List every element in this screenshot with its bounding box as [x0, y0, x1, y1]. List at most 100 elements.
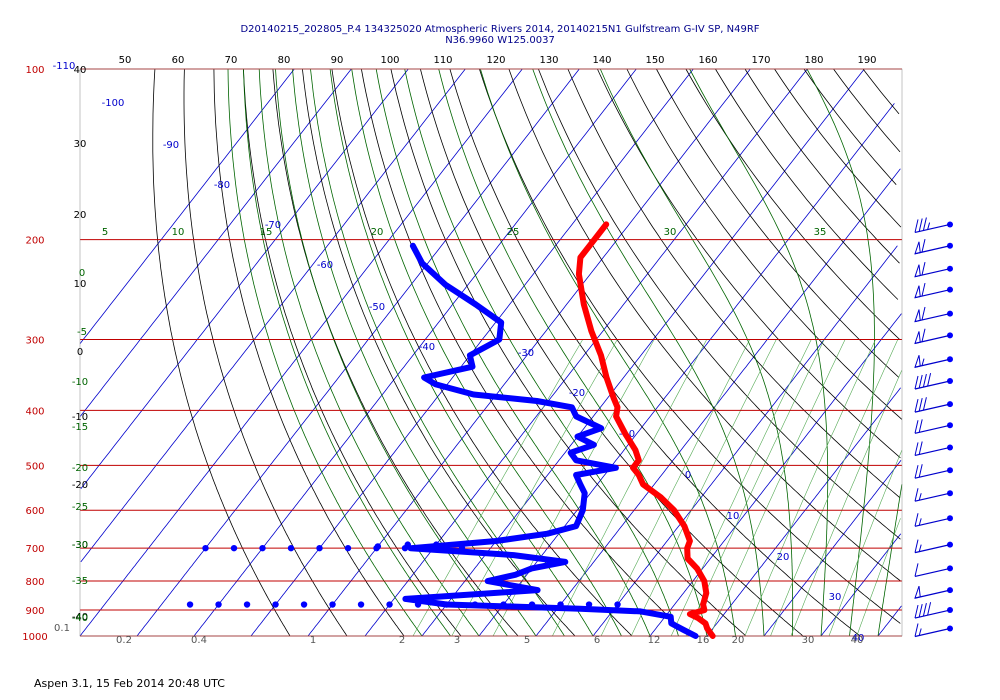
mixing-ratio-line — [670, 339, 812, 637]
wind-barb — [914, 602, 953, 619]
wind-barb — [914, 513, 953, 527]
grid-lines — [79, 68, 903, 637]
mixing-ratio-label: 2 — [399, 635, 405, 646]
wind-barb-half — [918, 544, 922, 552]
wind-barb-full — [914, 219, 919, 233]
wind-barb-staff — [914, 567, 951, 578]
wind-barb — [914, 623, 953, 638]
isotherm-line — [79, 68, 523, 637]
wind-barb-staff — [914, 446, 951, 457]
wind-barb-full — [914, 623, 919, 637]
dry-adiabat-line — [538, 68, 901, 540]
wind-barb — [914, 585, 953, 599]
wind-barb-pennant — [914, 241, 921, 255]
top-axis-label: 80 — [278, 55, 291, 66]
wind-barb-full — [922, 603, 927, 617]
dewpoint-point — [316, 544, 323, 552]
wind-barb — [914, 419, 953, 434]
mixing-ratio-label: 30 — [802, 635, 815, 646]
isotherm-line — [79, 68, 295, 344]
dewpoint-point — [374, 543, 382, 550]
dry-adiabat-line — [715, 68, 899, 300]
sounding-data — [186, 221, 716, 639]
dewpoint-point — [202, 544, 209, 552]
moist-adiabat-label: 20 — [371, 227, 384, 238]
wind-barb — [914, 372, 953, 390]
wind-barb-full — [922, 217, 927, 231]
top-axis-label: 180 — [804, 55, 823, 66]
moist-adiabat-line — [310, 68, 565, 637]
mixing-ratio-label: 5 — [524, 635, 530, 646]
wind-barb-half — [927, 222, 931, 230]
wind-barb-full — [921, 306, 926, 321]
wind-barb-full — [918, 398, 923, 412]
dewpoint-point — [458, 544, 466, 552]
dry-adiabat-line — [361, 68, 690, 637]
moist-adiabat-line — [599, 68, 794, 636]
dewpoint-point — [272, 601, 279, 608]
wind-barb-staff — [914, 517, 951, 527]
isotherm-label: -40 — [419, 342, 435, 353]
isotherm-label: -100 — [102, 98, 125, 109]
wind-barb — [914, 464, 953, 479]
wind-barb-staff — [914, 268, 951, 278]
dry-adiabat-label: -40 — [72, 612, 88, 623]
wind-barb-full — [922, 397, 927, 411]
isotherm-line — [535, 168, 901, 637]
dewpoint-point — [414, 601, 422, 608]
pressure-tick-label: 200 — [25, 236, 44, 247]
mixing-ratio-label: 3 — [454, 635, 460, 646]
mixing-ratio-label: 40 — [851, 635, 864, 646]
wind-barb-staff — [914, 245, 951, 255]
moist-adiabat-label: -40 — [72, 613, 88, 624]
wind-barb-full — [914, 465, 919, 479]
dry-adiabat-line — [656, 68, 900, 378]
isotherm-label: 0 — [685, 470, 691, 481]
pressure-tick-label: 700 — [25, 544, 44, 555]
top-axis-label: 130 — [539, 55, 558, 66]
moist-adiabat-label: -30 — [72, 540, 88, 551]
dry-adiabat-line — [508, 68, 901, 582]
wind-barb-full — [914, 420, 919, 434]
dry-adiabat-line — [774, 68, 902, 228]
isotherm-label: -20 — [569, 388, 585, 399]
wind-barb-pennant — [914, 264, 921, 278]
wind-barb-full — [921, 282, 926, 297]
dewpoint-point — [243, 601, 251, 608]
wind-barb-full — [927, 372, 932, 387]
dry-adiabat-line — [597, 68, 901, 459]
isotherm-label: -80 — [214, 180, 230, 191]
isotherm-label: -60 — [317, 260, 333, 271]
moist-adiabat-line — [806, 68, 875, 637]
moist-adiabat-line — [351, 68, 622, 637]
moist-adiabat-label: -35 — [72, 576, 88, 587]
moist-adiabat-label: -10 — [72, 377, 88, 388]
pressure-tick-label: 800 — [25, 577, 44, 588]
wind-barb-full — [921, 239, 926, 253]
isotherm-label: 10 — [727, 511, 740, 522]
wind-barb-staff — [914, 312, 951, 323]
wind-barb-staff — [914, 589, 951, 599]
pressure-tick-label: 400 — [25, 406, 44, 417]
mixing-ratio-label: 0.4 — [191, 635, 207, 646]
dry-adiabat-line — [567, 68, 900, 498]
dry-adiabat-label: -20 — [72, 480, 88, 491]
chart-title: D20140215_202805_P.4 134325020 Atmospher… — [240, 24, 760, 35]
isotherm-label: -70 — [265, 220, 281, 231]
wind-barb-staff — [914, 544, 951, 554]
dewpoint-point — [329, 601, 336, 608]
isotherm-label: -30 — [518, 348, 534, 359]
wind-barb-full — [914, 539, 919, 553]
dewpoint-point — [557, 601, 564, 608]
dewpoint-point — [404, 541, 411, 548]
wind-barb-full — [918, 441, 923, 455]
wind-barb — [914, 217, 953, 234]
mixing-ratio-line — [685, 339, 825, 637]
top-axis-label: 150 — [645, 55, 664, 66]
moist-adiabat-line — [227, 68, 423, 637]
mixing-ratio-label: 0.2 — [116, 635, 132, 646]
software-stamp: Aspen 3.1, 15 Feb 2014 20:48 UTC — [34, 677, 225, 690]
dry-adiabat-label: 30 — [74, 139, 87, 150]
top-axis-label: 90 — [331, 55, 344, 66]
dewpoint-point — [443, 543, 450, 550]
